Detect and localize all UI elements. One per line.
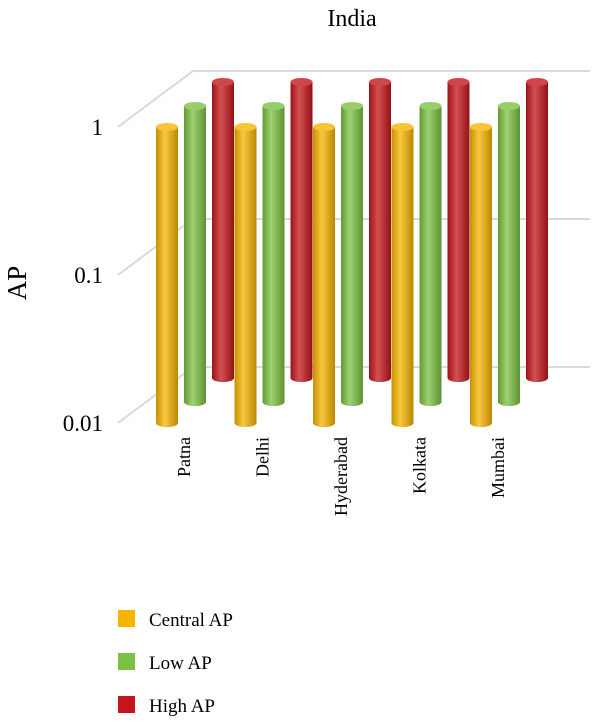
y-axis-label: AP xyxy=(2,266,32,301)
bar-high-ap-patna xyxy=(212,78,234,382)
bar-high-ap-kolkata xyxy=(447,78,470,382)
category-labels: Patna Delhi Hyderabad Kolkata Mumbai xyxy=(174,437,508,516)
legend-swatch xyxy=(118,696,135,713)
bar-low-ap-patna xyxy=(184,102,206,406)
legend: Central AP Low AP High AP xyxy=(118,610,233,717)
bar-low-ap-hyderabad xyxy=(341,102,363,406)
y-tick-label: 0.01 xyxy=(63,411,103,436)
y-tick-label: 1 xyxy=(92,115,104,140)
category-label: Patna xyxy=(174,437,194,477)
legend-swatch xyxy=(118,653,135,670)
bar-central-ap-mumbai xyxy=(470,123,492,427)
bar-low-ap-mumbai xyxy=(498,102,520,406)
category-label: Mumbai xyxy=(488,437,508,498)
category-label: Kolkata xyxy=(410,437,430,494)
category-label: Hyderabad xyxy=(331,437,351,516)
gridline xyxy=(117,70,590,128)
bar-central-ap-kolkata xyxy=(391,123,414,427)
chart-title: India xyxy=(327,6,377,32)
bar-high-ap-mumbai xyxy=(526,78,548,382)
bar-central-ap-patna xyxy=(156,123,178,427)
bar-central-ap-hyderabad xyxy=(313,123,335,427)
legend-label: Central AP xyxy=(149,610,233,631)
bars xyxy=(156,78,548,427)
y-tick-labels: 0.01 0.1 1 xyxy=(63,115,103,436)
bar-low-ap-delhi xyxy=(262,102,285,406)
legend-label: High AP xyxy=(149,696,215,717)
legend-swatch xyxy=(118,610,135,627)
bar-high-ap-hyderabad xyxy=(369,78,391,382)
bar-high-ap-delhi xyxy=(290,78,313,382)
legend-label: Low AP xyxy=(149,653,212,674)
y-tick-label: 0.1 xyxy=(74,263,103,288)
bar-low-ap-kolkata xyxy=(419,102,442,406)
bar-central-ap-delhi xyxy=(234,123,257,427)
category-label: Delhi xyxy=(253,437,273,477)
